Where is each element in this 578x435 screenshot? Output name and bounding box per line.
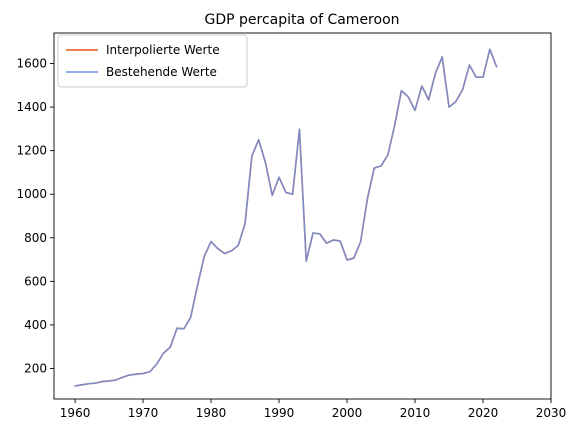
y-tick-label: 200 — [24, 362, 47, 376]
series-layer — [74, 48, 498, 387]
legend-box — [57, 34, 248, 88]
y-tick-label: 1000 — [16, 187, 47, 201]
x-tick-label: 1960 — [60, 406, 91, 420]
x-tick-label: 2010 — [400, 406, 431, 420]
x-tick-label: 1980 — [196, 406, 227, 420]
series-line-interpolated — [74, 48, 498, 387]
x-tick-label: 2020 — [468, 406, 499, 420]
chart-title: GDP percapita of Cameroon — [204, 12, 399, 28]
plot-area — [53, 32, 552, 400]
y-tick-label: 400 — [24, 318, 47, 332]
series-line-existing — [74, 48, 498, 387]
x-tick-label: 2000 — [332, 406, 363, 420]
y-tick-label: 1400 — [16, 100, 47, 114]
plot-frame — [53, 32, 552, 400]
x-tick-label: 2030 — [536, 406, 567, 420]
y-tick-label: 1200 — [16, 144, 47, 158]
x-tick-label: 1970 — [128, 406, 159, 420]
y-tick-label: 1600 — [16, 57, 47, 71]
legend-label-existing: Bestehende Werte — [106, 65, 217, 79]
legend-label-interpolated: Interpolierte Werte — [106, 43, 220, 57]
legend: Interpolierte Werte Bestehende Werte — [57, 34, 248, 88]
y-tick-label: 600 — [24, 274, 47, 288]
x-tick-label: 1990 — [264, 406, 295, 420]
y-axis: 200 400 600 800 1000 1200 1400 1600 — [16, 57, 54, 376]
x-axis: 1960 1970 1980 1990 2000 2010 2020 2030 — [60, 399, 566, 420]
y-tick-label: 800 — [24, 231, 47, 245]
